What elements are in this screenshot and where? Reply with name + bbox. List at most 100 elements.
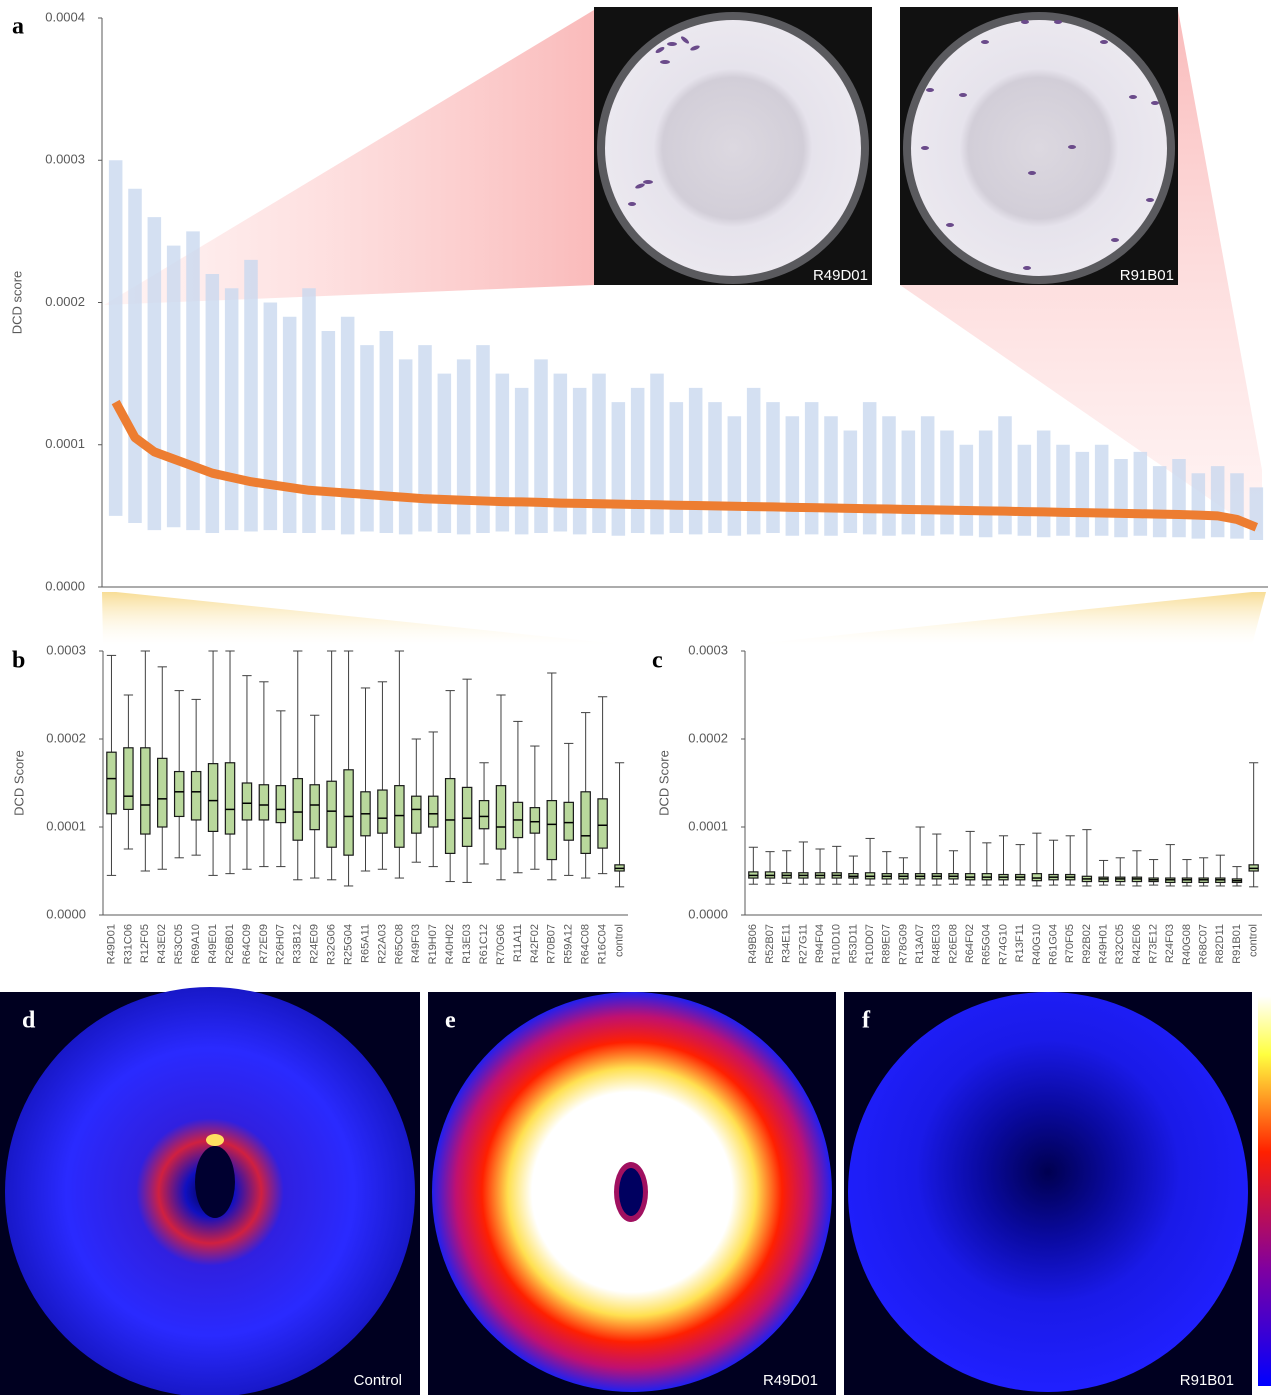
box — [378, 790, 387, 833]
box — [429, 796, 438, 827]
panel-letter: c — [652, 648, 663, 674]
zoom-connector — [745, 592, 1266, 645]
heatmap-image: f R91B01 — [844, 992, 1252, 1395]
y-tick-label: 0.0002 — [46, 730, 86, 745]
y-tick-label: 0.0000 — [45, 578, 85, 593]
panel-letter: f — [862, 1008, 871, 1034]
x-tick-label: R94F04 — [814, 924, 826, 963]
x-tick-label: R92B02 — [1081, 924, 1093, 964]
x-tick-label: R11A11 — [512, 924, 524, 962]
panel-letter: a — [12, 14, 24, 40]
x-tick-label: R10D07 — [864, 924, 876, 964]
figure: R49D01 R91B01 d Control e R49D01 f R91B0… — [0, 0, 1271, 1395]
box — [547, 801, 556, 860]
y-axis-label: DCD score — [9, 271, 24, 335]
box — [395, 786, 404, 848]
x-tick-label: R27G11 — [797, 924, 809, 964]
box — [293, 779, 302, 841]
x-tick-label: R82D11 — [1214, 924, 1226, 964]
x-tick-label: R13A07 — [914, 924, 926, 964]
x-tick-label: R49D01 — [105, 924, 117, 964]
x-tick-label: R65C08 — [393, 924, 405, 964]
y-tick-label: 0.0001 — [45, 436, 85, 451]
x-tick-label: R34E11 — [781, 924, 793, 963]
x-tick-label: R61G04 — [1047, 924, 1059, 965]
box — [412, 796, 421, 833]
box — [259, 785, 268, 820]
x-tick-label: R48E03 — [931, 924, 943, 964]
x-tick-label: R73E12 — [1148, 924, 1160, 964]
box — [344, 770, 353, 855]
y-tick-label: 0.0000 — [46, 906, 86, 921]
box — [124, 748, 133, 810]
x-tick-label: R26H07 — [275, 924, 287, 964]
box — [208, 764, 217, 832]
x-tick-label: R42F02 — [529, 924, 541, 963]
y-axis-label: DCD Score — [656, 750, 671, 816]
y-tick-label: 0.0000 — [688, 906, 728, 921]
inset-label: R49D01 — [813, 267, 868, 284]
x-tick-label: R33B12 — [292, 924, 304, 964]
heatmap-label: R49D01 — [763, 1372, 818, 1389]
inset-photo: R49D01 — [594, 7, 872, 285]
x-tick-label: R70G06 — [495, 924, 507, 965]
box — [242, 783, 251, 820]
y-axis-label: DCD Score — [11, 750, 26, 816]
x-tick-label: R64C09 — [241, 924, 253, 964]
x-tick-label: R25G04 — [342, 924, 354, 965]
x-tick-label: R26B01 — [224, 924, 236, 964]
box — [107, 752, 116, 814]
x-tick-label: R52B07 — [764, 924, 776, 964]
x-tick-label: R24F03 — [1164, 924, 1176, 963]
x-tick-label: R65A11 — [359, 924, 371, 963]
x-tick-label: R64C08 — [580, 924, 592, 964]
x-tick-label: R64F02 — [964, 924, 976, 963]
box — [191, 772, 200, 820]
x-tick-label: control — [613, 924, 625, 957]
box — [158, 758, 167, 827]
x-tick-label: control — [1248, 924, 1260, 957]
box — [327, 781, 336, 847]
box — [581, 792, 590, 854]
x-tick-label: R61C12 — [478, 924, 490, 964]
x-tick-label: R19H07 — [427, 924, 439, 964]
box — [564, 802, 573, 840]
inset-photo: R91B01 — [900, 7, 1178, 285]
inset-label: R91B01 — [1120, 267, 1174, 284]
y-tick-label: 0.0004 — [45, 9, 85, 24]
x-tick-label: R49E01 — [207, 924, 219, 964]
x-tick-label: R68C07 — [1198, 924, 1210, 964]
x-tick-label: R43E02 — [156, 924, 168, 964]
x-tick-label: R32G06 — [326, 924, 338, 965]
heatmap-image: d Control — [0, 987, 420, 1395]
heatmap-label: Control — [354, 1372, 402, 1389]
panel-letter: e — [445, 1008, 456, 1034]
x-tick-label: R49H01 — [1097, 924, 1109, 964]
x-tick-label: R53D11 — [847, 924, 859, 964]
box — [479, 801, 488, 829]
panel-letter: b — [12, 648, 25, 674]
y-tick-label: 0.0002 — [45, 294, 85, 309]
x-tick-label: R59A12 — [563, 924, 575, 964]
y-tick-label: 0.0003 — [46, 642, 86, 657]
box — [175, 772, 184, 817]
x-tick-label: R13E03 — [461, 924, 473, 964]
x-tick-label: R70F05 — [1064, 924, 1076, 963]
x-tick-label: R13F11 — [1014, 924, 1026, 962]
x-tick-label: R22A03 — [376, 924, 388, 964]
x-tick-label: R91B01 — [1231, 924, 1243, 964]
box — [310, 785, 319, 830]
x-tick-label: R32C05 — [1114, 924, 1126, 964]
box — [530, 808, 539, 834]
x-tick-label: R72E09 — [258, 924, 270, 964]
box — [446, 779, 455, 854]
panel-letter: d — [22, 1008, 36, 1034]
x-tick-label: R26E08 — [947, 924, 959, 964]
x-tick-label: R69A10 — [190, 924, 202, 964]
x-tick-label: R16C04 — [597, 924, 609, 964]
x-tick-label: R53C05 — [173, 924, 185, 964]
box — [225, 763, 234, 834]
zoom-connector — [102, 592, 628, 645]
box — [598, 799, 607, 848]
box — [141, 748, 150, 834]
